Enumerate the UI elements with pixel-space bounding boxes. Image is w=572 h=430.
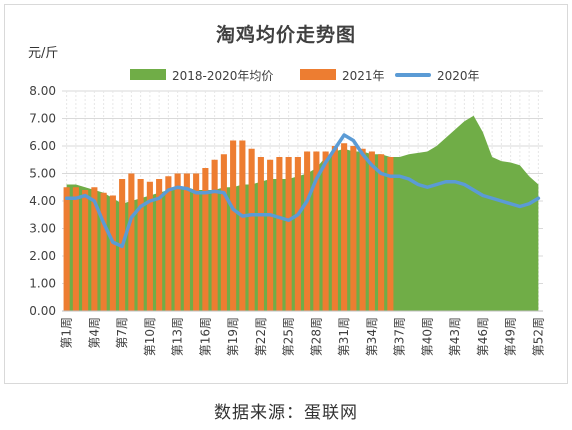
x-tick-label: 第37周 — [393, 317, 407, 356]
y-tick-label: 5.00 — [29, 167, 56, 181]
x-tick-label: 第46周 — [476, 317, 490, 356]
bar-2021 — [313, 151, 320, 311]
bar-2021 — [128, 173, 135, 311]
y-tick-label: 1.00 — [29, 277, 56, 291]
line-series-2020 — [64, 133, 541, 249]
x-tick-label: 第13周 — [171, 317, 185, 356]
y-tick-label: 8.00 — [29, 84, 56, 98]
bar-2021 — [387, 157, 394, 311]
x-tick-label: 第1周 — [60, 317, 74, 349]
x-tick-label: 第19周 — [226, 317, 240, 356]
y-tick-label: 4.00 — [29, 194, 56, 208]
y-tick-label: 3.00 — [29, 222, 56, 236]
y-tick-label: 2.00 — [29, 249, 56, 263]
bar-2021 — [331, 146, 338, 311]
x-tick-label: 第43周 — [448, 317, 462, 356]
bar-2021 — [257, 157, 264, 311]
y-tick-label: 0.00 — [29, 304, 56, 318]
bar-2021 — [248, 148, 255, 311]
bar-2021 — [368, 151, 375, 311]
bar-2021 — [230, 140, 237, 311]
bar-2021 — [183, 173, 190, 311]
legend-swatch-2021 — [300, 69, 336, 80]
bar-2021 — [285, 157, 292, 311]
bar-2021 — [72, 187, 79, 311]
bar-2021 — [100, 192, 107, 311]
legend-label-2020: 2020年 — [437, 69, 480, 83]
y-tick-label: 6.00 — [29, 139, 56, 153]
x-tick-label: 第4周 — [87, 317, 101, 349]
data-source: 数据来源：蛋联网 — [214, 403, 358, 423]
x-tick-label: 第7周 — [115, 317, 129, 349]
bar-2021 — [63, 187, 70, 311]
bar-2021 — [378, 154, 385, 311]
bar-2021 — [156, 179, 163, 311]
area-series-2018-2020 — [66, 115, 539, 311]
bar-2021 — [239, 140, 246, 311]
bar-2021 — [304, 151, 311, 311]
bar-2021 — [174, 173, 181, 311]
bar-2021 — [91, 187, 98, 311]
x-tick-label: 第40周 — [420, 317, 434, 356]
bar-2021 — [276, 157, 283, 311]
bar-2021 — [165, 176, 172, 311]
bar-2021 — [341, 143, 348, 311]
bar-2021 — [267, 159, 274, 311]
x-tick-label: 第34周 — [365, 317, 379, 356]
bar-2021 — [82, 190, 89, 311]
bar-2021 — [146, 181, 153, 311]
chart-plot: 0.001.002.003.004.005.006.007.008.00第1周第… — [29, 84, 545, 356]
bar-2021 — [359, 148, 366, 311]
legend-label-2021: 2021年 — [342, 69, 385, 83]
chart-title: 淘鸡均价走势图 — [215, 24, 356, 46]
legend-swatch-2020 — [395, 73, 431, 77]
bar-2021 — [322, 151, 329, 311]
y-unit-label: 元/斤 — [28, 46, 59, 61]
legend-swatch-avg — [130, 69, 166, 80]
x-tick-label: 第31周 — [337, 317, 351, 356]
bar-2021 — [137, 179, 144, 311]
bar-2021 — [220, 154, 227, 311]
y-tick-label: 7.00 — [29, 112, 56, 126]
bar-2021 — [350, 146, 357, 311]
x-tick-label: 第28周 — [309, 317, 323, 356]
bar-2021 — [211, 159, 218, 311]
x-tick-label: 第22周 — [254, 317, 268, 356]
x-tick-label: 第49周 — [504, 317, 518, 356]
bar-2021 — [193, 173, 200, 311]
bar-2021 — [294, 157, 301, 311]
x-tick-label: 第16周 — [198, 317, 212, 356]
bar-2021 — [202, 168, 209, 311]
x-tick-label: 第25周 — [282, 317, 296, 356]
legend-label-avg: 2018-2020年均价 — [172, 69, 274, 83]
bar-2021 — [109, 195, 116, 311]
x-tick-label: 第10周 — [143, 317, 157, 356]
x-tick-label: 第52周 — [531, 317, 545, 356]
